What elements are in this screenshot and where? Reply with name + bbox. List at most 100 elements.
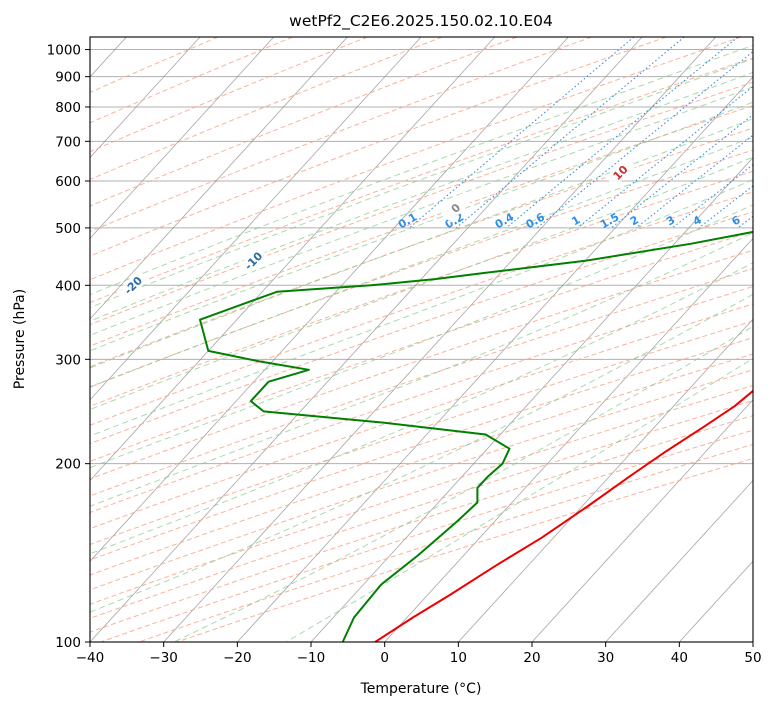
isotherm-line	[237, 76, 753, 642]
x-tick-label: −20	[223, 650, 252, 666]
dewpoint-profile	[199, 230, 753, 642]
x-tick-label: 0	[380, 650, 389, 666]
isotherm-line	[90, 37, 569, 562]
isotherm-line	[90, 37, 201, 159]
dry-adiabat-line	[90, 249, 753, 480]
dry-adiabat-line	[90, 337, 753, 561]
dry-adiabat-line	[90, 37, 293, 124]
x-tick-label: 30	[597, 650, 614, 666]
moist-adiabat-line	[90, 58, 753, 309]
dry-adiabat-line	[90, 400, 753, 619]
moist-adiabat-line	[90, 44, 753, 296]
y-tick-label: 100	[55, 635, 81, 651]
isotherm-line	[90, 37, 643, 642]
isotherm-line	[531, 399, 753, 642]
mixing-ratio-line	[536, 50, 753, 229]
dry-adiabat-line	[90, 127, 753, 368]
moist-adiabat-line	[90, 71, 753, 322]
dry-adiabat-line	[100, 429, 753, 642]
dry-adiabat-line	[90, 81, 753, 326]
dry-adiabat-label-bg	[118, 270, 148, 301]
chart-title: wetPf2_C2E6.2025.150.02.10.E04	[289, 12, 553, 31]
y-tick-label: 700	[55, 134, 81, 150]
moist-adiabat-line	[90, 118, 753, 369]
dry-adiabats	[90, 37, 753, 642]
mixing-ratio-line	[611, 114, 753, 229]
x-tick-label: 20	[523, 650, 540, 666]
moist-adiabat-line	[90, 232, 753, 507]
isotherm-line	[384, 237, 753, 642]
isotherm-line	[458, 318, 753, 642]
isotherm-line	[90, 37, 275, 239]
y-tick-label: 1000	[47, 43, 81, 59]
moist-adiabat-line	[285, 357, 753, 642]
dry-adiabat-line	[90, 37, 592, 233]
moist-adiabat-line	[90, 101, 753, 352]
isotherm-line	[90, 37, 496, 482]
x-axis-ticks: −40 −30 −20 −10 0 10 20 30 40 50	[76, 642, 762, 666]
isotherm-line	[90, 37, 422, 401]
dry-adiabat-line	[90, 37, 667, 257]
y-tick-label: 500	[55, 221, 81, 237]
y-tick-label: 200	[55, 457, 81, 473]
y-tick-label: 900	[55, 70, 81, 86]
sounding-profiles	[199, 230, 753, 642]
x-tick-label: −10	[297, 650, 326, 666]
dry-adiabat-line	[90, 303, 753, 530]
x-tick-label: −40	[76, 650, 105, 666]
isotherm-line	[752, 641, 753, 642]
mixing-ratio-line	[505, 37, 739, 229]
y-tick-label: 600	[55, 174, 81, 190]
dry-adiabat-line	[90, 230, 753, 463]
dry-adiabat-line	[90, 170, 753, 407]
dry-adiabat-line	[90, 37, 368, 153]
dry-adiabat-line	[90, 211, 753, 445]
y-tick-label: 300	[55, 352, 81, 368]
mixing-ratio-label: 6	[730, 213, 743, 228]
plot-area: 0.10.20.40.611.52346810131620253036-100-…	[90, 37, 775, 642]
moist-adiabat-line	[90, 86, 753, 336]
y-tick-label: 800	[55, 100, 81, 116]
mixing-ratio-lines	[409, 37, 775, 229]
moist-adiabat-line	[90, 262, 753, 555]
dry-adiabat-line	[90, 267, 753, 497]
mixing-ratio-label: 8	[758, 213, 771, 228]
isotherm-line	[163, 37, 717, 642]
mixing-ratio-line	[577, 85, 753, 229]
mixing-ratio-line	[672, 163, 753, 229]
dry-adiabat-label-bg	[238, 245, 269, 276]
dry-adiabat-line	[90, 37, 219, 94]
dry-adiabat-label-bg	[605, 157, 636, 188]
isotherm-line	[605, 479, 753, 642]
dry-adiabat-label-bg	[440, 193, 471, 223]
y-tick-label: 400	[55, 278, 81, 294]
dry-adiabat-line	[90, 37, 443, 181]
x-tick-label: 10	[450, 650, 467, 666]
mixing-ratio-label: 3	[664, 213, 677, 228]
isotherm-line	[90, 37, 348, 320]
x-axis-label: Temperature (°C)	[360, 681, 482, 697]
isotherm-line	[310, 157, 753, 642]
dry-adiabat-line	[90, 37, 742, 281]
mixing-ratio-line	[635, 134, 753, 229]
y-axis-label: Pressure (hPa)	[12, 289, 28, 389]
moist-adiabat-line	[90, 156, 753, 411]
mixing-ratio-line	[698, 185, 753, 229]
moist-adiabats	[90, 44, 753, 642]
x-tick-label: 50	[744, 650, 761, 666]
mixing-ratio-line	[766, 37, 775, 228]
x-tick-label: −30	[149, 650, 178, 666]
isotherm-line	[679, 560, 753, 642]
mixing-ratio-line	[409, 37, 635, 229]
moist-adiabat-line	[90, 179, 753, 437]
y-axis-ticks: 100 200 300 400 500 600 700 800 900 1000	[47, 43, 90, 651]
plot-frame	[89, 36, 754, 643]
x-tick-label: 40	[671, 650, 688, 666]
dry-adiabat-line	[138, 443, 753, 642]
mixing-ratio-line	[455, 37, 685, 229]
moist-adiabat-line	[90, 136, 753, 388]
mixing-ratio-line	[737, 215, 753, 229]
dry-adiabat-line	[90, 415, 753, 633]
dry-adiabat-line	[90, 320, 753, 546]
temperature-profile	[374, 389, 753, 642]
